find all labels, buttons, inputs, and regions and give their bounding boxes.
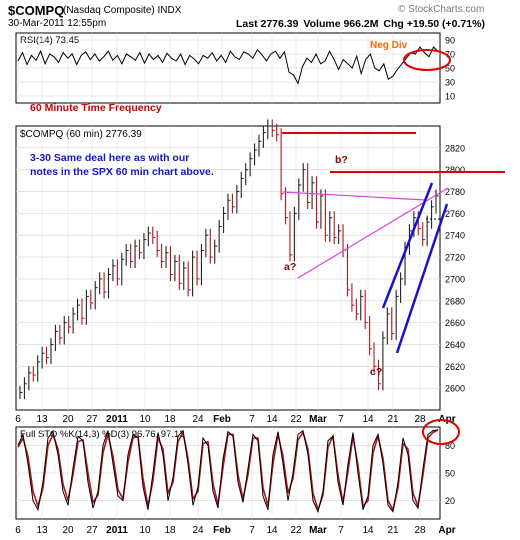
y-tick-label: 2780 [445, 187, 465, 197]
note-line-2: notes in the SPX 60 min chart above. [30, 166, 214, 178]
y-tick-label: 70 [445, 50, 455, 60]
note-line-1: 3-30 Same deal here as with our [30, 152, 189, 164]
neg-div-label: Neg Div [370, 40, 408, 51]
y-tick-label: 10 [445, 92, 455, 102]
x-tick-label: Apr [438, 525, 455, 536]
rsi-panel: RSI(14) 73.45 10 30 50 70 90 Neg Div 60 Minu… [15, 32, 455, 114]
x-tick-label: 24 [192, 414, 204, 425]
x-tick-label: Mar [309, 414, 327, 425]
x-tick-label: 13 [36, 414, 48, 425]
chart-name: (Nasdaq Composite) INDX [63, 5, 182, 16]
time-frequency-label: 60 Minute Time Frequency [30, 102, 162, 114]
y-tick-label: 50 [445, 64, 455, 74]
x-tick-label: 28 [414, 414, 426, 425]
y-tick-label: 2640 [445, 340, 465, 350]
blue-trend-upper [381, 182, 434, 309]
channel-upper [282, 191, 426, 201]
y-tick-label: 80 [445, 441, 455, 451]
x-tick-label: 7 [338, 414, 344, 425]
x-tick-label: 10 [139, 414, 151, 425]
x-tick-label: 14 [362, 525, 374, 536]
x-tick-label: 7 [249, 414, 255, 425]
chart-symbol: $COMPQ [8, 3, 65, 18]
x-tick-label: 20 [62, 525, 74, 536]
y-tick-label: 2820 [445, 143, 465, 153]
x-tick-label: 2011 [106, 525, 128, 536]
x-tick-label: 24 [192, 525, 204, 536]
x-tick-label: 14 [266, 414, 278, 425]
y-tick-label: 2760 [445, 209, 465, 219]
x-tick-label: Mar [309, 525, 327, 536]
chart-date: 30-Mar-2011 12:55pm [8, 18, 107, 29]
c-label: c? [370, 366, 382, 378]
x-tick-label: 20 [62, 414, 74, 425]
rsi-series [17, 46, 439, 85]
x-tick-label: 6 [15, 525, 21, 536]
price-bars [19, 119, 439, 400]
y-tick-label: 2620 [445, 362, 465, 372]
x-tick-label: 18 [164, 414, 176, 425]
x-tick-label: 18 [164, 525, 176, 536]
x-tick-label: 21 [387, 525, 399, 536]
x-tick-label: 7 [249, 525, 255, 536]
stochastic-panel: Full STO %K(14,3) %D(3) 96.76, 97.13 20 5… [15, 419, 460, 536]
x-tick-label: 27 [86, 525, 98, 536]
y-tick-label: 2800 [445, 165, 465, 175]
sto-k-series [17, 429, 439, 514]
x-tick-label: 28 [414, 525, 426, 536]
x-tick-label: 2011 [106, 414, 128, 425]
stats-bar: Last 2776.39 Volume 966.2M Chg +19.50 (+… [236, 18, 487, 30]
y-tick-label: 2720 [445, 253, 465, 263]
last-price: Last 2776.39 [236, 18, 299, 30]
y-tick-label: 30 [445, 78, 455, 88]
x-tick-label: 14 [266, 525, 278, 536]
x-tick-label: 7 [338, 525, 344, 536]
x-tick-label: 10 [139, 525, 151, 536]
y-tick-label: 50 [445, 469, 455, 479]
y-tick-label: 2600 [445, 384, 465, 394]
x-tick-label: 13 [36, 525, 48, 536]
x-tick-label: 27 [86, 414, 98, 425]
price-panel: $COMPQ (60 min) 2776.39 2600 2620 2640 2660… [15, 119, 505, 425]
x-tick-label: Apr [438, 414, 455, 425]
x-tick-label: Feb [213, 414, 231, 425]
y-tick-label: 90 [445, 36, 455, 46]
blue-trend-lower [395, 203, 449, 354]
neg-div-circle [403, 49, 451, 71]
x-tick-label: 22 [290, 414, 302, 425]
x-tick-label: 14 [362, 414, 374, 425]
sto-circle [422, 419, 460, 445]
y-tick-label: 2700 [445, 274, 465, 284]
volume: Volume 966.2M [303, 18, 379, 30]
y-tick-label: 20 [445, 496, 455, 506]
y-tick-label: 2680 [445, 296, 465, 306]
x-tick-label: 6 [15, 414, 21, 425]
y-tick-label: 2740 [445, 231, 465, 241]
b-label: b? [335, 154, 348, 166]
change: Chg +19.50 (+0.71%) [383, 18, 485, 30]
rsi-title: RSI(14) 73.45 [20, 35, 79, 46]
sto-title: Full STO %K(14,3) %D(3) 96.76, 97.13 [20, 429, 185, 440]
x-tick-label: 21 [387, 414, 399, 425]
watermark: © StockCharts.com [398, 4, 485, 15]
y-tick-label: 2660 [445, 318, 465, 328]
x-tick-label: Feb [213, 525, 231, 536]
x-tick-label: 22 [290, 525, 302, 536]
a-label: a? [284, 261, 296, 273]
price-title: $COMPQ (60 min) 2776.39 [20, 129, 142, 140]
